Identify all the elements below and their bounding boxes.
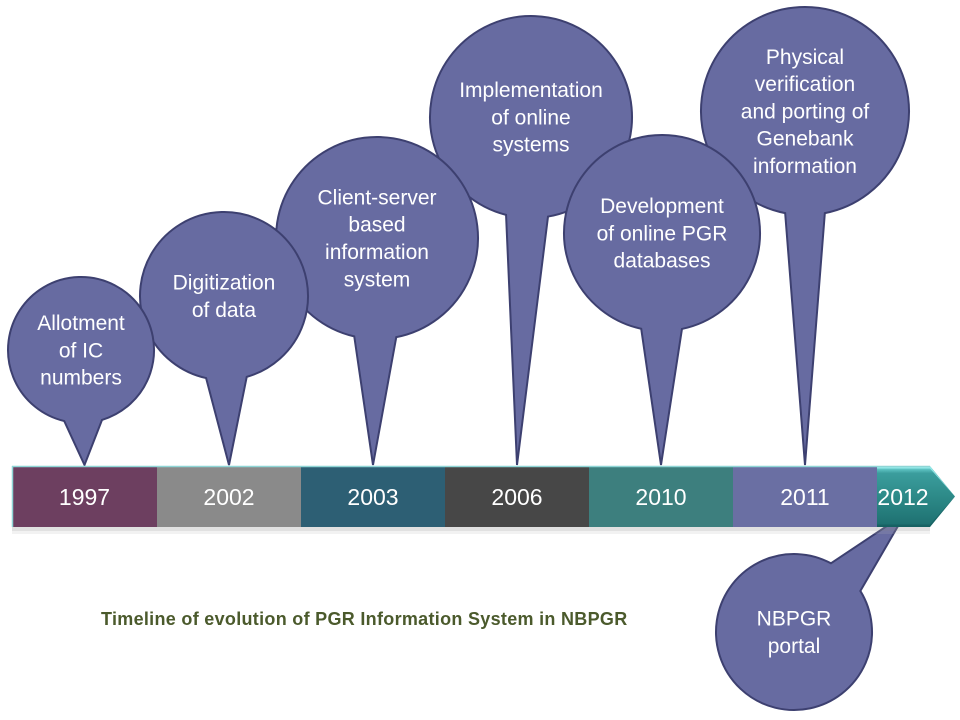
svg-text:Genebank: Genebank (757, 128, 854, 151)
svg-text:verification: verification (755, 73, 855, 96)
svg-text:of IC: of IC (59, 339, 103, 362)
svg-text:numbers: numbers (40, 367, 122, 390)
svg-text:portal: portal (768, 635, 821, 658)
svg-text:2003: 2003 (347, 484, 398, 510)
svg-text:system: system (344, 268, 411, 291)
svg-text:information: information (753, 155, 857, 178)
svg-text:systems: systems (492, 134, 569, 157)
svg-text:Client-server: Client-server (317, 186, 436, 209)
svg-text:2006: 2006 (491, 484, 542, 510)
svg-text:and porting of: and porting of (741, 100, 870, 123)
svg-text:of online: of online (491, 106, 570, 129)
svg-text:based: based (348, 214, 405, 237)
svg-text:information: information (325, 241, 429, 264)
svg-text:2012: 2012 (877, 484, 928, 510)
svg-text:databases: databases (614, 250, 711, 273)
svg-text:Digitization: Digitization (173, 272, 276, 295)
svg-text:Development: Development (600, 195, 724, 218)
svg-text:Implementation: Implementation (459, 79, 603, 102)
svg-text:Physical: Physical (766, 46, 844, 69)
svg-text:2011: 2011 (780, 484, 829, 510)
svg-text:2002: 2002 (203, 484, 254, 510)
svg-text:Allotment: Allotment (37, 312, 125, 335)
svg-text:1997: 1997 (59, 484, 110, 510)
svg-text:NBPGR: NBPGR (757, 608, 832, 631)
svg-text:of data: of data (192, 299, 257, 322)
svg-text:Timeline of evolution of PGR: Timeline of evolution of PGR Information… (101, 609, 628, 629)
svg-text:of online PGR: of online PGR (597, 222, 728, 245)
svg-text:2010: 2010 (635, 484, 686, 510)
